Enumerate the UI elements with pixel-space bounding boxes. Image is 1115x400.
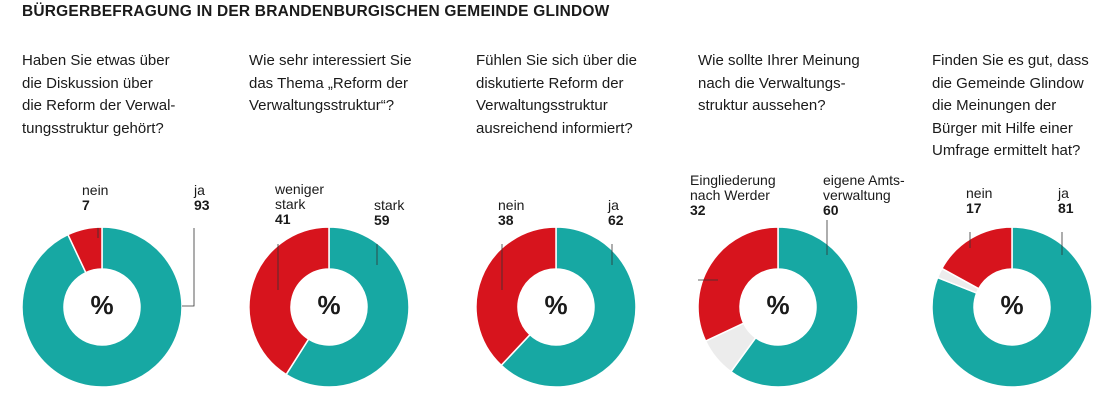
leader-line xyxy=(698,279,718,281)
data-label-value: 59 xyxy=(374,212,390,228)
question-line: Bürger mit Hilfe einer xyxy=(932,119,1073,137)
question-line: Wie sollte Ihrer Meinung xyxy=(698,52,860,69)
question-line: Verwaltungsstruktur“? xyxy=(249,97,395,114)
percent-symbol: % xyxy=(317,290,341,320)
chart-panel-3: Fühlen Sie sich über die diskutierte Refo… xyxy=(476,0,698,400)
question-line: struktur aussehen? xyxy=(698,97,826,114)
data-label-line: ja xyxy=(608,197,619,213)
chart-panel-4: Wie sollte Ihrer Meinung nach die Verwalt… xyxy=(690,0,920,400)
data-label-line: eigene Amts- xyxy=(823,172,905,188)
data-label-line: nein xyxy=(82,182,109,198)
data-label-value: 32 xyxy=(690,202,706,218)
question-text: Wie sehr interessiert Sie das Thema „Refo… xyxy=(249,50,459,118)
leader-line xyxy=(182,228,195,307)
data-label-value: 38 xyxy=(498,212,514,228)
donut-chart xyxy=(22,226,195,388)
data-label-line: nein xyxy=(498,197,525,213)
question-text: Wie sollte Ihrer Meinung nach die Verwalt… xyxy=(698,50,908,118)
data-label-name: nein xyxy=(82,183,108,198)
donut-chart xyxy=(476,226,637,388)
question-line: die Diskussion über xyxy=(22,74,153,92)
question-text: Fühlen Sie sich über die diskutierte Refo… xyxy=(476,50,686,140)
data-label-name: weniger stark xyxy=(275,182,324,212)
data-label-name: nein xyxy=(498,198,524,213)
data-label-name: eigene Amts-verwaltung xyxy=(823,173,905,203)
data-label-name: ja xyxy=(1058,186,1074,201)
donut-chart xyxy=(249,226,410,388)
chart-title: BÜRGERBEFRAGUNG IN DER BRANDENBURGISCHEN… xyxy=(22,3,610,20)
question-line: Wie sehr interessiert Sie xyxy=(249,52,412,69)
percent-symbol: % xyxy=(544,290,568,320)
data-label-value: 41 xyxy=(275,211,291,227)
donut-slice xyxy=(698,226,779,343)
data-label: ja 62 xyxy=(608,198,624,228)
data-label: ja 93 xyxy=(194,183,210,213)
donut-slice xyxy=(22,226,183,388)
question-line: nach die Verwaltungs- xyxy=(698,74,846,92)
question-line: Verwaltungsstruktur xyxy=(476,97,608,114)
data-label-name: Eingliederung nach Werder xyxy=(690,173,776,203)
question-line: Fühlen Sie sich über die xyxy=(476,52,637,69)
data-label: nein 17 xyxy=(966,186,992,216)
question-line: Haben Sie etwas über xyxy=(22,52,170,69)
question-line: die Reform der Verwal- xyxy=(22,97,176,114)
data-label-value: 17 xyxy=(966,200,982,216)
data-label: weniger stark 41 xyxy=(275,182,324,227)
question-text: Haben Sie etwas über die Diskussion über d… xyxy=(22,50,232,140)
chart-panel-1: Haben Sie etwas über die Diskussion über d… xyxy=(22,0,244,400)
donut-slice xyxy=(476,226,557,367)
data-label: nein 7 xyxy=(82,183,108,213)
data-label-value: 81 xyxy=(1058,200,1074,216)
data-label-name: ja xyxy=(194,183,210,198)
data-label-line: nach Werder xyxy=(690,187,770,203)
donut-slice xyxy=(249,226,330,376)
data-label-line: stark xyxy=(374,197,405,213)
donut-slice xyxy=(940,226,1013,290)
question-text: Finden Sie es gut, dass die Gemeinde Glin… xyxy=(932,50,1115,163)
data-label-value: 62 xyxy=(608,212,624,228)
question-line: Finden Sie es gut, dass xyxy=(932,52,1089,69)
question-line: tungsstruktur gehört? xyxy=(22,119,164,137)
chart-panel-2: Wie sehr interessiert Sie das Thema „Refo… xyxy=(249,0,471,400)
question-line: diskutierte Reform der xyxy=(476,74,624,92)
donut-chart xyxy=(932,226,1093,388)
donut-slice xyxy=(285,226,410,388)
percent-symbol: % xyxy=(1000,290,1024,320)
data-label-line: verwaltung xyxy=(823,187,891,203)
data-label-value: 60 xyxy=(823,202,839,218)
donut-slice xyxy=(932,226,1093,388)
question-line: das Thema „Reform der xyxy=(249,74,408,92)
donut-slice xyxy=(66,226,103,274)
data-label: nein 38 xyxy=(498,198,524,228)
question-line: die Gemeinde Glindow xyxy=(932,74,1084,92)
data-label: eigene Amts-verwaltung 60 xyxy=(823,173,905,218)
data-label: stark 59 xyxy=(374,198,404,228)
donut-chart xyxy=(698,220,859,388)
data-label-line: Eingliederung xyxy=(690,172,776,188)
question-line: Umfrage ermittelt hat? xyxy=(932,142,1081,159)
data-label-name: ja xyxy=(608,198,624,213)
question-line: ausreichend informiert? xyxy=(476,119,633,137)
data-label-line: stark xyxy=(275,196,306,212)
data-label-line: ja xyxy=(194,182,205,198)
data-label-line: nein xyxy=(966,185,993,201)
data-label-name: nein xyxy=(966,186,992,201)
data-label-name: stark xyxy=(374,198,404,213)
question-line: die Meinungen der xyxy=(932,97,1057,114)
percent-symbol: % xyxy=(90,290,114,320)
data-label-value: 93 xyxy=(194,197,210,213)
donut-slice xyxy=(729,226,859,388)
data-label: Eingliederung nach Werder 32 xyxy=(690,173,776,218)
data-label-line: weniger xyxy=(275,181,325,197)
data-label-value: 7 xyxy=(82,197,90,213)
percent-symbol: % xyxy=(766,290,790,320)
chart-panel-5: Finden Sie es gut, dass die Gemeinde Glin… xyxy=(932,0,1115,400)
donut-slice xyxy=(500,226,637,388)
data-label: ja 81 xyxy=(1058,186,1074,216)
data-label-line: ja xyxy=(1058,185,1069,201)
